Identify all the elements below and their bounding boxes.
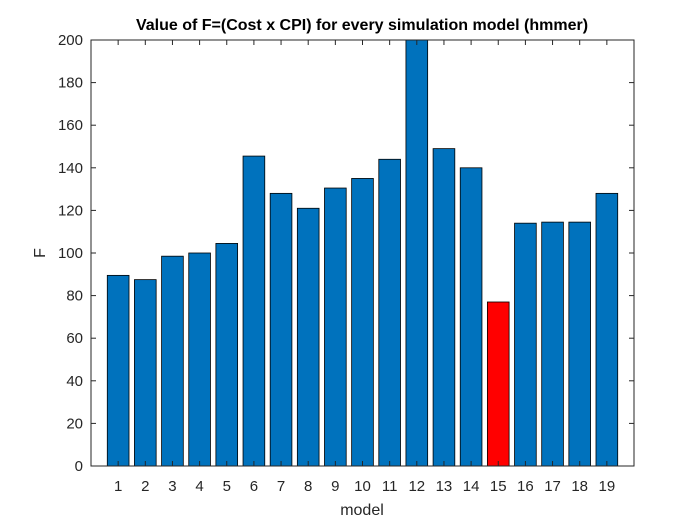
bar-model-7 bbox=[269, 192, 293, 467]
bar-model-5 bbox=[215, 243, 239, 467]
x-tick-label: 16 bbox=[517, 478, 534, 495]
bar-model-11 bbox=[378, 158, 401, 467]
x-tick-label: 15 bbox=[490, 478, 507, 495]
x-tick-label: 9 bbox=[331, 478, 339, 495]
y-tick-label: 120 bbox=[58, 202, 83, 219]
bar-model-8 bbox=[296, 207, 320, 467]
bar-model-19 bbox=[595, 192, 619, 467]
x-tick-label: 5 bbox=[223, 478, 231, 495]
x-tick-label: 6 bbox=[250, 478, 258, 495]
y-tick-label: 80 bbox=[66, 288, 83, 305]
y-ticks-group: 0 20 40 60 80 100 120 140 160 180 200 bbox=[58, 32, 634, 475]
x-tick-label: 12 bbox=[408, 478, 425, 495]
bar-model-2 bbox=[134, 279, 157, 467]
axes-box bbox=[90, 39, 635, 467]
bars-group bbox=[106, 39, 619, 467]
y-tick-label: 160 bbox=[58, 117, 83, 134]
x-tick-label: 7 bbox=[277, 478, 285, 495]
y-tick-label: 0 bbox=[75, 458, 83, 475]
x-tick-label: 1 bbox=[114, 478, 122, 495]
bar-model-6 bbox=[242, 155, 266, 467]
x-axis-label: model bbox=[340, 502, 384, 519]
chart-title: Value of F=(Cost x CPI) for every simula… bbox=[136, 17, 588, 34]
x-tick-label: 11 bbox=[382, 478, 398, 495]
x-tick-label: 2 bbox=[141, 478, 149, 495]
bar-model-12 bbox=[405, 39, 429, 467]
bar-model-13 bbox=[432, 148, 456, 467]
bar-model-14 bbox=[459, 167, 483, 467]
bar-model-3 bbox=[161, 255, 184, 467]
bar-model-16 bbox=[514, 222, 537, 467]
bar-model-15 bbox=[486, 301, 510, 467]
x-tick-label: 17 bbox=[544, 478, 561, 495]
y-tick-label: 180 bbox=[58, 75, 83, 92]
bar-model-17 bbox=[541, 221, 564, 467]
y-tick-label: 100 bbox=[58, 245, 83, 262]
x-tick-label: 18 bbox=[571, 478, 588, 495]
x-ticks-group: 1 2 3 4 5 6 7 8 9 10 11 12 13 14 15 16 17 18 19 bbox=[114, 40, 615, 495]
x-tick-label: 19 bbox=[599, 478, 616, 495]
x-tick-label: 8 bbox=[304, 478, 312, 495]
y-tick-label: 140 bbox=[58, 160, 83, 177]
bar-model-18 bbox=[568, 221, 591, 467]
y-tick-label: 40 bbox=[66, 373, 83, 390]
bar-model-1 bbox=[106, 274, 130, 467]
bar-model-4 bbox=[188, 252, 211, 467]
x-tick-label: 10 bbox=[354, 478, 371, 495]
bar-model-10 bbox=[351, 178, 374, 467]
x-tick-label: 3 bbox=[168, 478, 176, 495]
x-tick-label: 4 bbox=[195, 478, 203, 495]
bar-model-9 bbox=[324, 187, 347, 467]
y-tick-label: 200 bbox=[58, 32, 83, 49]
y-tick-label: 20 bbox=[66, 415, 83, 432]
x-tick-label: 13 bbox=[436, 478, 453, 495]
y-axis-label: F bbox=[32, 248, 49, 258]
x-tick-label: 14 bbox=[463, 478, 480, 495]
y-tick-label: 60 bbox=[66, 330, 83, 347]
